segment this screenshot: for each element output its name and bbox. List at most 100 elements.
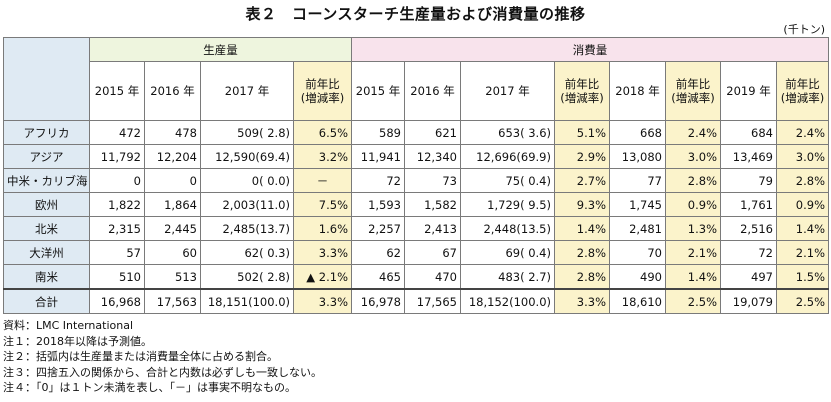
table-title: 表２ コーンスターチ生産量および消費量の推移: [245, 5, 586, 23]
value-cell-c2019: 13,469: [720, 144, 777, 169]
value-cell-c2017: 69( 0.4): [460, 240, 555, 265]
value-cell-cyoy17: 2.9%: [554, 144, 610, 169]
value-cell-c2015: 62: [351, 240, 405, 265]
table-row: アフリカ 472 478 509( 2.8) 6.5% 589 621 653( 3.6) 5.…: [3, 120, 829, 145]
value-cell-c2016: 12,340: [404, 144, 461, 169]
note-source: 資料：LMC International: [3, 319, 134, 332]
value-cell-p2016: 2,445: [144, 216, 201, 241]
value-cell-p2015: 2,315: [89, 216, 145, 241]
table-row: アジア 11,792 12,204 12,590(69.4) 3.2% 11,941 12,…: [3, 144, 829, 169]
value-cell-pyoy: 3.3%: [293, 240, 352, 265]
col-header-2016: 2016 年: [144, 61, 201, 121]
corner-cell: [3, 37, 90, 121]
value-cell-cyoy18: 1.3%: [665, 216, 721, 241]
value-cell-c2017: 2,448(13.5): [460, 216, 555, 241]
table-row: 欧州 1,822 1,864 2,003(11.0) 7.5% 1,593 1,582 1,7…: [3, 192, 829, 217]
value-cell-c2018: 70: [609, 240, 666, 265]
col-header-2017: 2017 年: [460, 61, 555, 121]
value-cell-pyoy: 3.2%: [293, 144, 352, 169]
value-cell-p2017: 0( 0.0): [200, 168, 294, 193]
value-cell-c2015: 2,257: [351, 216, 405, 241]
value-cell-c2016: 73: [404, 168, 461, 193]
value-cell-cyoy18: 2.4%: [665, 120, 721, 145]
value-cell-p2015: 57: [89, 240, 145, 265]
value-cell-c2019: 684: [720, 120, 777, 145]
value-cell-p2016: 513: [144, 264, 201, 290]
production-header: 生産量: [89, 37, 352, 62]
value-cell-c2018: 18,610: [609, 288, 666, 314]
note-3: 注３：四捨五入の関係から、合計と内数は必ずしも一致しない。: [3, 365, 322, 379]
col-header-2019: 2019 年: [720, 61, 777, 121]
col-header-2015: 2015 年: [89, 61, 145, 121]
value-cell-c2018: 2,481: [609, 216, 666, 241]
region-cell: 大洋州: [3, 240, 90, 265]
value-cell-p2016: 0: [144, 168, 201, 193]
value-cell-pyoy: ▲ 2.1%: [293, 264, 352, 290]
value-cell-p2017: 2,003(11.0): [200, 192, 294, 217]
value-cell-p2017: 62( 0.3): [200, 240, 294, 265]
value-cell-p2015: 472: [89, 120, 145, 145]
value-cell-p2015: 0: [89, 168, 145, 193]
table-row: 南米 510 513 502( 2.8) ▲ 2.1% 465 470 483( 2.7) 2.…: [3, 264, 829, 290]
value-cell-c2015: 16,978: [351, 288, 405, 314]
value-cell-c2015: 465: [351, 264, 405, 290]
value-cell-cyoy17: 2.8%: [554, 264, 610, 290]
value-cell-c2015: 11,941: [351, 144, 405, 169]
value-cell-p2015: 11,792: [89, 144, 145, 169]
value-cell-c2017: 75( 0.4): [460, 168, 555, 193]
value-cell-c2019: 72: [720, 240, 777, 265]
note-1: 注１：2018年以降は予測値。: [3, 334, 152, 348]
value-cell-pyoy: 3.3%: [293, 288, 352, 314]
col-header-yoy: 前年比 (増減率): [665, 61, 721, 121]
region-cell: 北米: [3, 216, 90, 241]
value-cell-c2017: 18,152(100.0): [460, 288, 555, 314]
value-cell-c2018: 668: [609, 120, 666, 145]
value-cell-cyoy19: 2.5%: [776, 288, 829, 314]
data-table: 生産量 消費量 2015 年 2016 年 2017 年 前年比 (増減率) 20…: [3, 37, 829, 314]
region-cell: アジア: [3, 144, 90, 169]
value-cell-c2016: 17,565: [404, 288, 461, 314]
value-cell-cyoy17: 2.8%: [554, 240, 610, 265]
value-cell-c2015: 1,593: [351, 192, 405, 217]
value-cell-c2015: 589: [351, 120, 405, 145]
col-header-2017: 2017 年: [200, 61, 294, 121]
value-cell-c2019: 19,079: [720, 288, 777, 314]
value-cell-cyoy18: 2.1%: [665, 240, 721, 265]
value-cell-pyoy: 6.5%: [293, 120, 352, 145]
value-cell-p2015: 16,968: [89, 288, 145, 314]
value-cell-cyoy18: 0.9%: [665, 192, 721, 217]
value-cell-cyoy19: 3.0%: [776, 144, 829, 169]
value-cell-p2017: 509( 2.8): [200, 120, 294, 145]
value-cell-pyoy: －: [293, 168, 352, 193]
value-cell-c2016: 470: [404, 264, 461, 290]
value-cell-c2019: 1,761: [720, 192, 777, 217]
value-cell-cyoy17: 5.1%: [554, 120, 610, 145]
col-header-2018: 2018 年: [609, 61, 666, 121]
col-header-yoy: 前年比 (増減率): [776, 61, 829, 121]
table-row: 大洋州 57 60 62( 0.3) 3.3% 62 67 69( 0.4) 2.8% 70 2.1…: [3, 240, 829, 265]
notes: 資料：LMC International 注１：2018年以降は予測値。 注２：…: [3, 318, 322, 396]
note-2: 注２：括弧内は生産量または消費量全体に占める割合。: [3, 350, 278, 364]
unit-label: (千トン): [783, 23, 825, 36]
value-cell-c2019: 497: [720, 264, 777, 290]
value-cell-p2017: 2,485(13.7): [200, 216, 294, 241]
value-cell-c2017: 1,729( 9.5): [460, 192, 555, 217]
value-cell-c2019: 79: [720, 168, 777, 193]
value-cell-cyoy18: 1.4%: [665, 264, 721, 290]
value-cell-cyoy18: 2.5%: [665, 288, 721, 314]
value-cell-p2015: 1,822: [89, 192, 145, 217]
value-cell-pyoy: 7.5%: [293, 192, 352, 217]
value-cell-c2018: 1,745: [609, 192, 666, 217]
value-cell-p2017: 12,590(69.4): [200, 144, 294, 169]
total-row: 合計 16,968 17,563 18,151(100.0) 3.3% 16,978 17,…: [3, 288, 829, 314]
value-cell-c2017: 12,696(69.9): [460, 144, 555, 169]
value-cell-c2019: 2,516: [720, 216, 777, 241]
value-cell-p2016: 478: [144, 120, 201, 145]
col-header-2016: 2016 年: [404, 61, 461, 121]
col-header-yoy: 前年比 (増減率): [293, 61, 352, 121]
table-row: 北米 2,315 2,445 2,485(13.7) 1.6% 2,257 2,413 2,4…: [3, 216, 829, 241]
value-cell-cyoy17: 3.3%: [554, 288, 610, 314]
region-cell: 欧州: [3, 192, 90, 217]
value-cell-c2017: 483( 2.7): [460, 264, 555, 290]
value-cell-cyoy19: 2.1%: [776, 240, 829, 265]
